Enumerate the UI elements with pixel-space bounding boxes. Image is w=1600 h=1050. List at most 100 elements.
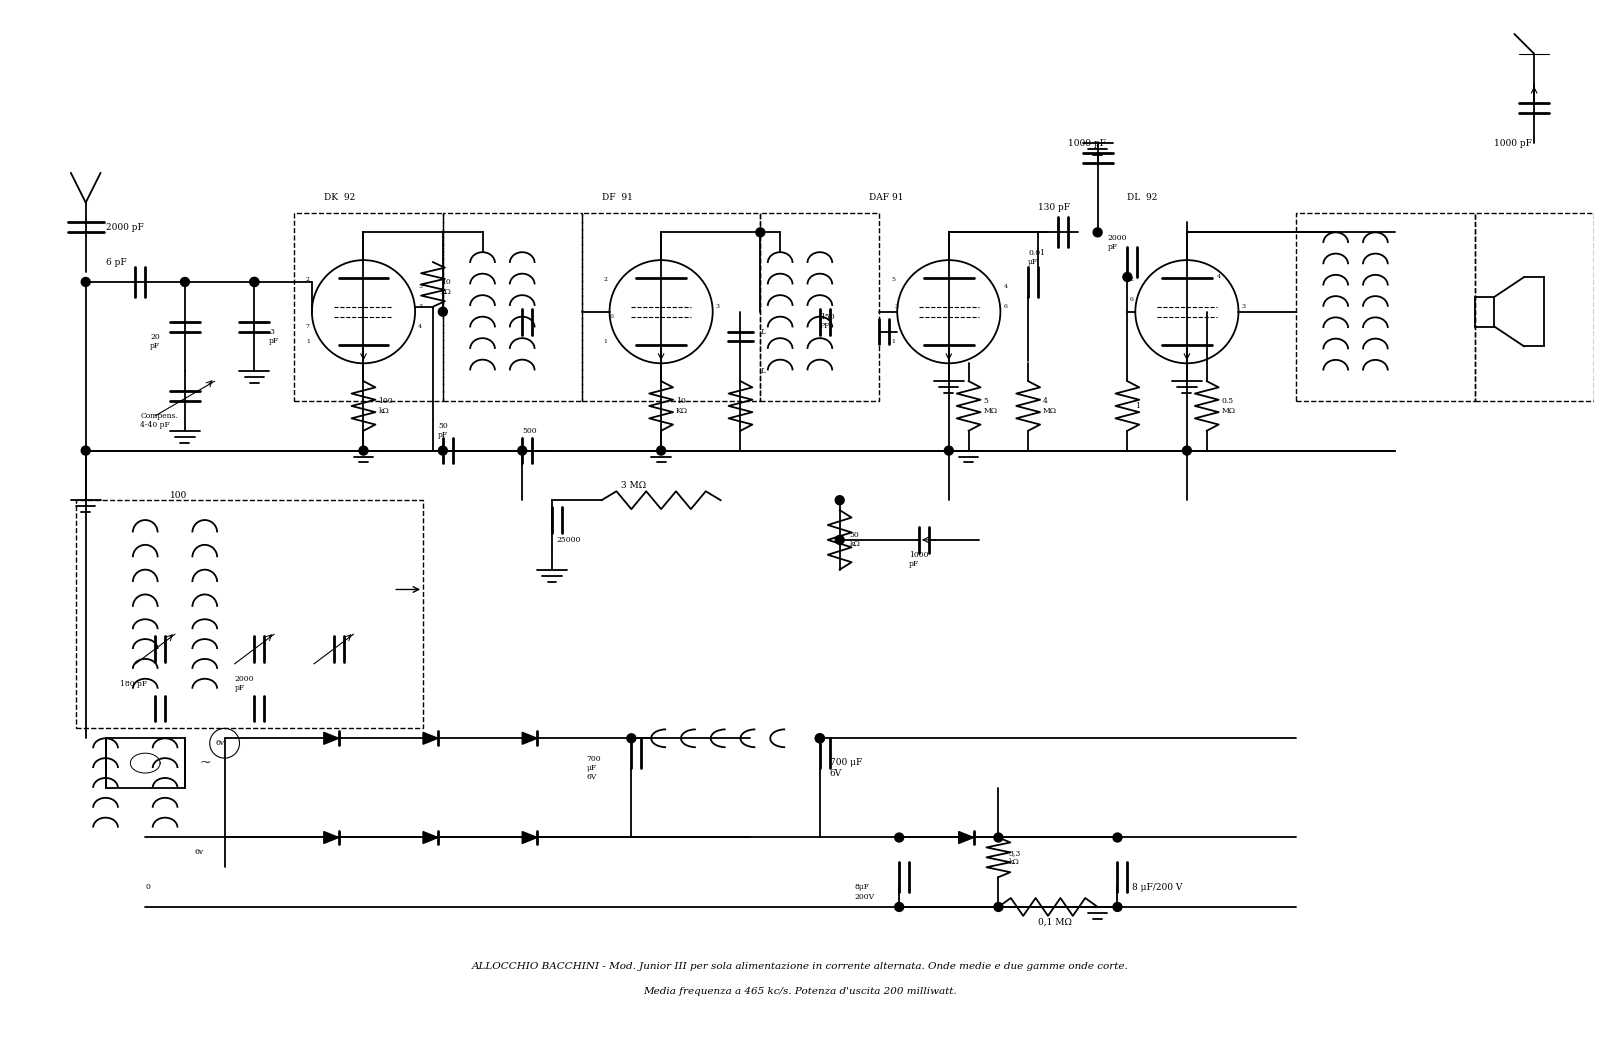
Text: 1000 pF: 1000 pF xyxy=(1494,139,1533,148)
Text: 150
PF: 150 PF xyxy=(819,313,835,331)
Text: 2: 2 xyxy=(306,277,310,282)
Text: 0.5
MΩ: 0.5 MΩ xyxy=(1222,397,1235,415)
Text: 3,3
kΩ: 3,3 kΩ xyxy=(1008,848,1021,866)
Circle shape xyxy=(816,734,824,742)
Text: 5: 5 xyxy=(418,285,422,290)
Text: 4: 4 xyxy=(1003,285,1008,290)
Text: 7: 7 xyxy=(306,324,310,329)
Circle shape xyxy=(438,446,448,455)
Text: 5
MΩ: 5 MΩ xyxy=(984,397,998,415)
Text: 20
pF: 20 pF xyxy=(150,333,160,350)
Text: 6: 6 xyxy=(1003,304,1008,310)
Text: 2: 2 xyxy=(603,277,608,282)
Polygon shape xyxy=(422,732,438,744)
Circle shape xyxy=(994,903,1003,911)
Text: 4: 4 xyxy=(1216,274,1221,279)
Circle shape xyxy=(82,446,90,455)
Circle shape xyxy=(627,734,635,742)
Circle shape xyxy=(250,277,259,287)
Text: DF  91: DF 91 xyxy=(602,193,632,202)
Text: 10
kΩ: 10 kΩ xyxy=(442,278,451,295)
Text: 130 pF: 130 pF xyxy=(1038,203,1070,212)
Circle shape xyxy=(1093,228,1102,237)
Text: 0: 0 xyxy=(146,883,150,891)
Text: 1000
pF: 1000 pF xyxy=(909,551,928,568)
Polygon shape xyxy=(323,832,339,843)
Bar xyxy=(106,738,186,788)
Polygon shape xyxy=(958,832,974,843)
Circle shape xyxy=(438,308,448,316)
Circle shape xyxy=(358,446,368,455)
Text: 50
pF: 50 pF xyxy=(438,422,448,439)
Text: 4
MΩ: 4 MΩ xyxy=(1043,397,1058,415)
Text: 1000 pF: 1000 pF xyxy=(1067,139,1106,148)
Text: 25000: 25000 xyxy=(557,536,581,544)
Text: 6v: 6v xyxy=(214,739,224,748)
Text: Compens.
4-40 pF: Compens. 4-40 pF xyxy=(141,413,178,429)
Circle shape xyxy=(894,903,904,911)
Text: 3: 3 xyxy=(1242,304,1245,310)
Bar xyxy=(760,212,880,401)
Text: DAF 91: DAF 91 xyxy=(869,193,904,202)
Bar xyxy=(582,212,760,401)
Text: 180 pF: 180 pF xyxy=(120,679,147,688)
Polygon shape xyxy=(522,732,538,744)
Polygon shape xyxy=(422,832,438,843)
Text: 6: 6 xyxy=(1130,297,1133,302)
Text: 50
kΩ: 50 kΩ xyxy=(850,531,861,548)
Text: 0,1 MΩ: 0,1 MΩ xyxy=(1038,918,1072,926)
Circle shape xyxy=(994,833,1003,842)
Text: Media frequenza a 465 kc/s. Potenza d'uscita 200 milliwatt.: Media frequenza a 465 kc/s. Potenza d'us… xyxy=(643,987,957,995)
Circle shape xyxy=(250,277,259,287)
Circle shape xyxy=(181,277,189,287)
Circle shape xyxy=(1123,273,1131,281)
Text: 3: 3 xyxy=(418,304,422,310)
Polygon shape xyxy=(323,732,339,744)
Text: 3: 3 xyxy=(894,304,898,310)
Text: L: L xyxy=(760,328,765,336)
Text: ~: ~ xyxy=(200,756,211,770)
Circle shape xyxy=(816,734,824,742)
Text: 10
KΩ: 10 KΩ xyxy=(675,397,688,415)
Text: 5: 5 xyxy=(891,277,896,282)
Circle shape xyxy=(82,277,90,287)
Text: 8μF
200V: 8μF 200V xyxy=(854,883,875,901)
Circle shape xyxy=(1182,446,1192,455)
Text: ALLOCCHIO BACCHINI - Mod. Junior III per sola alimentazione in corrente alternat: ALLOCCHIO BACCHINI - Mod. Junior III per… xyxy=(472,962,1128,971)
Text: 500: 500 xyxy=(522,426,538,435)
Bar xyxy=(1475,297,1494,327)
Text: 3: 3 xyxy=(715,304,720,310)
Text: 0.01
μF: 0.01 μF xyxy=(1029,249,1045,266)
Text: 700 μF
6V: 700 μF 6V xyxy=(830,758,862,778)
Circle shape xyxy=(1114,903,1122,911)
Circle shape xyxy=(835,536,845,544)
Text: 3 MΩ: 3 MΩ xyxy=(621,481,646,489)
Text: L: L xyxy=(760,368,765,375)
Circle shape xyxy=(656,446,666,455)
Text: 2: 2 xyxy=(1130,277,1133,282)
Polygon shape xyxy=(522,832,538,843)
Text: 6v: 6v xyxy=(195,848,203,857)
Text: 6: 6 xyxy=(610,314,613,319)
Bar xyxy=(294,212,443,401)
Text: 2000 pF: 2000 pF xyxy=(106,223,144,232)
Circle shape xyxy=(944,446,954,455)
Text: 1: 1 xyxy=(306,339,310,344)
Text: 100: 100 xyxy=(170,490,187,500)
Circle shape xyxy=(835,496,845,505)
Text: 100
kΩ: 100 kΩ xyxy=(378,397,394,415)
Text: DK  92: DK 92 xyxy=(323,193,355,202)
Text: 1: 1 xyxy=(603,339,608,344)
Text: 700
μF
6V: 700 μF 6V xyxy=(587,755,602,781)
Text: 8 μF/200 V: 8 μF/200 V xyxy=(1133,883,1182,891)
Circle shape xyxy=(518,446,526,455)
Circle shape xyxy=(755,228,765,237)
Text: 3
pF: 3 pF xyxy=(269,328,280,345)
Bar xyxy=(443,212,582,401)
Bar xyxy=(1296,212,1475,401)
Bar xyxy=(1475,212,1594,401)
Circle shape xyxy=(894,833,904,842)
Text: 1: 1 xyxy=(891,339,896,344)
Text: 2000
pF: 2000 pF xyxy=(235,675,254,692)
Text: 6 pF: 6 pF xyxy=(106,257,126,267)
